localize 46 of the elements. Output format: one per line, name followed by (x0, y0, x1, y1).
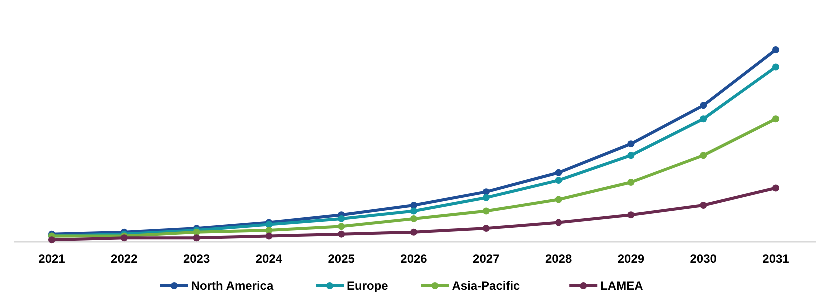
x-tick-label: 2023 (183, 252, 210, 266)
point (410, 228, 418, 236)
point (628, 140, 635, 148)
point (482, 188, 490, 196)
x-tick-label: 2026 (400, 252, 428, 266)
legend-label: Europe (347, 279, 389, 293)
x-tick-label: 2028 (545, 252, 572, 266)
x-tick-label: 2024 (256, 252, 283, 266)
x-tick-label: 2029 (618, 252, 645, 266)
point (555, 196, 562, 204)
point (700, 152, 708, 160)
point (482, 194, 490, 202)
point (628, 152, 635, 160)
point (700, 102, 708, 110)
point (628, 212, 635, 219)
point (48, 236, 56, 244)
x-tick-label: 2025 (328, 252, 356, 266)
point (772, 116, 780, 123)
point (555, 219, 562, 226)
x-tick-label: 2031 (762, 252, 790, 266)
point (338, 215, 346, 222)
point (555, 177, 562, 184)
point (772, 46, 780, 54)
point (338, 230, 346, 238)
point (410, 208, 418, 215)
point (700, 116, 708, 123)
point (555, 169, 562, 176)
point (410, 215, 418, 222)
point (772, 64, 780, 71)
point (266, 226, 273, 234)
legend-label: Asia-Pacific (452, 279, 521, 293)
point (482, 225, 490, 232)
point (772, 184, 780, 192)
point (266, 232, 273, 240)
x-tick-label: 2022 (111, 252, 138, 266)
point (338, 223, 346, 230)
x-tick-label: 2021 (38, 252, 66, 266)
point (482, 208, 490, 215)
x-tick-label: 2030 (690, 252, 718, 266)
point (628, 178, 635, 186)
legend-label: North America (191, 279, 274, 293)
legend-label: LAMEA (600, 279, 644, 293)
point (700, 202, 708, 210)
point (193, 234, 200, 242)
point (410, 202, 418, 210)
x-tick-label: 2027 (473, 252, 500, 266)
